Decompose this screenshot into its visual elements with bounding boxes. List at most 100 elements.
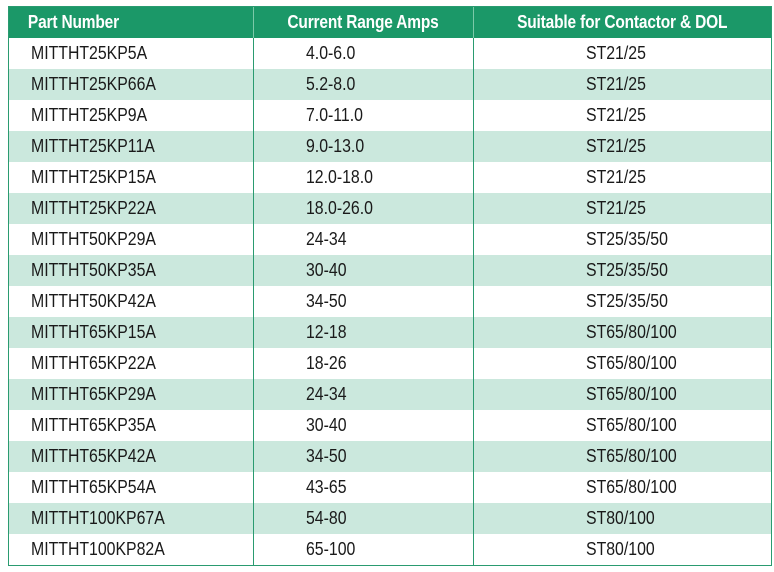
cell-current-range-text: 5.2-8.0 [305, 74, 355, 94]
cell-current-range: 9.0-13.0 [253, 131, 474, 162]
cell-part-number: MITTHT65KP42A [9, 441, 254, 472]
table-row: MITTHT25KP11A 9.0-13.0 ST21/25 [9, 131, 771, 162]
table-row: MITTHT65KP42A 34-50 ST65/80/100 [9, 441, 771, 472]
table-row: MITTHT100KP82A 65-100 ST80/100 [9, 534, 771, 565]
cell-suitable-for-text: ST25/35/50 [585, 260, 668, 280]
header-suitable-for: Suitable for Contactor & DOL [517, 12, 728, 32]
cell-current-range-text: 24-34 [305, 384, 347, 404]
cell-current-range: 34-50 [253, 286, 474, 317]
cell-suitable-for-text: ST21/25 [585, 167, 646, 187]
cell-suitable-for: ST65/80/100 [473, 410, 771, 441]
cell-current-range-text: 30-40 [305, 260, 347, 280]
cell-suitable-for: ST21/25 [473, 69, 771, 100]
cell-suitable-for-text: ST65/80/100 [585, 353, 677, 373]
cell-suitable-for-text: ST65/80/100 [585, 384, 677, 404]
cell-suitable-for: ST65/80/100 [473, 348, 771, 379]
cell-current-range: 7.0-11.0 [253, 100, 474, 131]
cell-suitable-for-text: ST25/35/50 [585, 291, 668, 311]
cell-current-range: 18.0-26.0 [253, 193, 474, 224]
cell-current-range-text: 43-65 [305, 477, 347, 497]
table-row: MITTHT65KP35A 30-40 ST65/80/100 [9, 410, 771, 441]
cell-current-range: 54-80 [253, 503, 474, 534]
cell-part-number-text: MITTHT65KP35A [31, 415, 157, 435]
cell-part-number-text: MITTHT100KP67A [31, 508, 165, 528]
product-table: Part Number Current Range Amps Suitable … [9, 7, 771, 565]
table-row: MITTHT50KP42A 34-50 ST25/35/50 [9, 286, 771, 317]
cell-suitable-for: ST65/80/100 [473, 472, 771, 503]
cell-current-range: 34-50 [253, 441, 474, 472]
cell-part-number-text: MITTHT65KP42A [31, 446, 157, 466]
table-row: MITTHT25KP22A 18.0-26.0 ST21/25 [9, 193, 771, 224]
cell-part-number-text: MITTHT50KP35A [31, 260, 157, 280]
cell-current-range-text: 12-18 [305, 322, 347, 342]
cell-current-range-text: 54-80 [305, 508, 347, 528]
cell-current-range-text: 9.0-13.0 [305, 136, 364, 156]
cell-part-number: MITTHT65KP22A [9, 348, 254, 379]
cell-part-number-text: MITTHT65KP15A [31, 322, 157, 342]
cell-part-number: MITTHT65KP29A [9, 379, 254, 410]
table-row: MITTHT25KP66A 5.2-8.0 ST21/25 [9, 69, 771, 100]
cell-suitable-for: ST21/25 [473, 38, 771, 69]
cell-part-number-text: MITTHT25KP11A [31, 136, 155, 156]
header-part-number: Part Number [9, 7, 220, 38]
cell-part-number-text: MITTHT65KP29A [31, 384, 157, 404]
table-header-row: Part Number Current Range Amps Suitable … [9, 7, 771, 38]
cell-suitable-for-text: ST21/25 [585, 136, 646, 156]
cell-part-number: MITTHT50KP42A [9, 286, 254, 317]
cell-current-range-text: 34-50 [305, 291, 347, 311]
table-row: MITTHT25KP9A 7.0-11.0 ST21/25 [9, 100, 771, 131]
cell-part-number-text: MITTHT25KP15A [31, 167, 157, 187]
cell-current-range-text: 18.0-26.0 [305, 198, 373, 218]
cell-part-number-text: MITTHT25KP9A [31, 105, 148, 125]
cell-suitable-for-text: ST65/80/100 [585, 322, 677, 342]
cell-part-number-text: MITTHT65KP54A [31, 477, 157, 497]
table-row: MITTHT65KP15A 12-18 ST65/80/100 [9, 317, 771, 348]
cell-current-range: 30-40 [253, 410, 474, 441]
cell-part-number: MITTHT65KP54A [9, 472, 254, 503]
cell-part-number: MITTHT65KP35A [9, 410, 254, 441]
cell-part-number: MITTHT50KP29A [9, 224, 254, 255]
cell-part-number: MITTHT100KP67A [9, 503, 254, 534]
cell-suitable-for: ST21/25 [473, 131, 771, 162]
cell-suitable-for-text: ST80/100 [585, 539, 655, 559]
cell-part-number-text: MITTHT25KP5A [31, 43, 148, 63]
cell-current-range-text: 24-34 [305, 229, 347, 249]
cell-suitable-for: ST21/25 [473, 162, 771, 193]
cell-current-range-text: 65-100 [305, 539, 355, 559]
cell-suitable-for: ST25/35/50 [473, 286, 771, 317]
table-row: MITTHT50KP35A 30-40 ST25/35/50 [9, 255, 771, 286]
table-row: MITTHT25KP15A 12.0-18.0 ST21/25 [9, 162, 771, 193]
cell-current-range: 24-34 [253, 224, 474, 255]
cell-suitable-for-text: ST25/35/50 [585, 229, 668, 249]
cell-part-number: MITTHT65KP15A [9, 317, 254, 348]
cell-suitable-for: ST80/100 [473, 503, 771, 534]
cell-part-number-text: MITTHT50KP42A [31, 291, 157, 311]
cell-part-number: MITTHT25KP9A [9, 100, 254, 131]
table-row: MITTHT25KP5A 4.0-6.0 ST21/25 [9, 38, 771, 69]
table-body: MITTHT25KP5A 4.0-6.0 ST21/25 MITTHT25KP66A 5… [9, 38, 771, 565]
cell-suitable-for: ST21/25 [473, 100, 771, 131]
table-row: MITTHT100KP67A 54-80 ST80/100 [9, 503, 771, 534]
cell-part-number: MITTHT100KP82A [9, 534, 254, 565]
cell-suitable-for-text: ST80/100 [585, 508, 655, 528]
cell-current-range: 18-26 [253, 348, 474, 379]
cell-suitable-for: ST80/100 [473, 534, 771, 565]
cell-suitable-for-text: ST21/25 [585, 198, 646, 218]
product-table-container: Part Number Current Range Amps Suitable … [8, 6, 772, 566]
cell-current-range-text: 34-50 [305, 446, 347, 466]
cell-suitable-for-text: ST21/25 [585, 74, 646, 94]
cell-current-range: 5.2-8.0 [253, 69, 474, 100]
cell-suitable-for: ST25/35/50 [473, 255, 771, 286]
cell-suitable-for: ST65/80/100 [473, 317, 771, 348]
cell-suitable-for: ST21/25 [473, 193, 771, 224]
cell-part-number-text: MITTHT100KP82A [31, 539, 165, 559]
cell-part-number: MITTHT25KP66A [9, 69, 254, 100]
cell-part-number: MITTHT25KP11A [9, 131, 254, 162]
table-row: MITTHT65KP29A 24-34 ST65/80/100 [9, 379, 771, 410]
cell-current-range: 43-65 [253, 472, 474, 503]
cell-current-range: 12-18 [253, 317, 474, 348]
cell-current-range: 4.0-6.0 [253, 38, 474, 69]
cell-part-number: MITTHT50KP35A [9, 255, 254, 286]
cell-suitable-for-text: ST21/25 [585, 43, 646, 63]
cell-suitable-for-text: ST65/80/100 [585, 477, 677, 497]
